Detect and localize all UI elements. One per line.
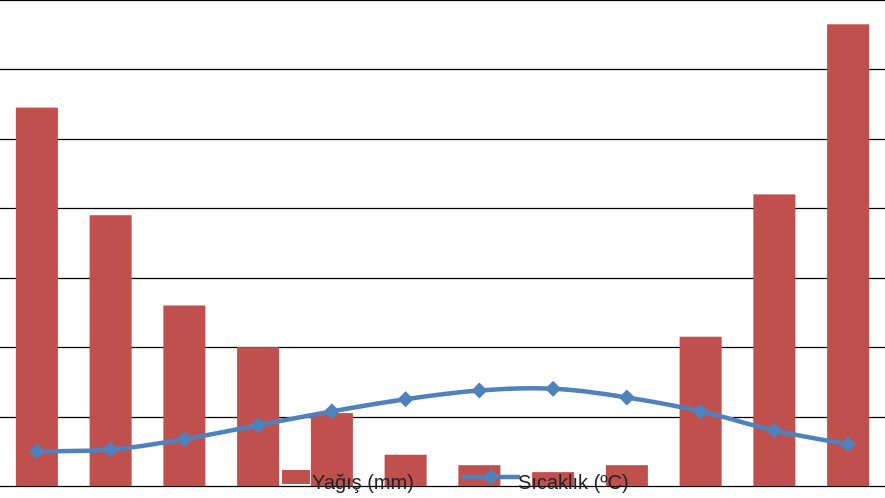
- line-point: [618, 389, 635, 406]
- line-point: [766, 422, 783, 439]
- bar: [827, 24, 870, 487]
- legend-label-line: Sıcaklık (ºC): [518, 472, 629, 494]
- line-point: [176, 431, 193, 448]
- line-point: [28, 443, 45, 460]
- line-point: [397, 391, 414, 408]
- line-point: [471, 382, 488, 399]
- legend: Yağış (mm) Sıcaklık (ºC): [282, 469, 629, 494]
- line-point: [840, 436, 857, 453]
- line-point: [323, 403, 340, 420]
- bar: [605, 465, 648, 486]
- bar: [89, 215, 132, 486]
- gridlines: [0, 0, 885, 488]
- legend-swatch-bar: [282, 470, 310, 484]
- bar: [237, 347, 280, 486]
- bar: [532, 472, 575, 486]
- line-point: [545, 380, 562, 397]
- line-point: [692, 403, 709, 420]
- bar: [15, 107, 58, 486]
- line-point: [102, 441, 119, 458]
- line-series: [28, 380, 857, 460]
- bar: [753, 194, 796, 486]
- legend-label-bar: Yağış (mm): [312, 472, 414, 494]
- bar-series: [15, 24, 870, 487]
- line-point: [250, 417, 267, 434]
- bar: [384, 454, 427, 486]
- bar: [310, 413, 353, 486]
- legend-swatch-marker: [483, 469, 499, 485]
- bar: [163, 305, 206, 486]
- line-path: [36, 386, 849, 454]
